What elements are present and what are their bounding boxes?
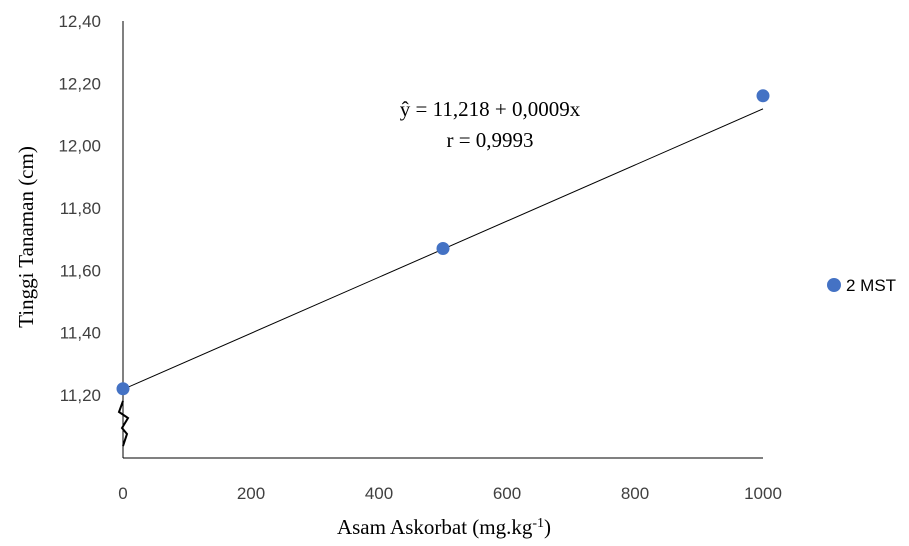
y-tick-label: 12,20 <box>58 74 101 93</box>
data-points <box>116 89 770 396</box>
legend: 2 MST <box>827 276 896 295</box>
x-tick-label: 1000 <box>744 484 782 503</box>
x-tick-label: 400 <box>365 484 393 503</box>
x-tick-labels: 0 200 400 600 800 1000 <box>118 484 782 503</box>
x-tick-label: 0 <box>118 484 127 503</box>
data-point <box>436 242 450 256</box>
axis-break-mark <box>117 400 130 447</box>
y-tick-label: 12,00 <box>58 137 101 156</box>
x-axis-title-main: Asam Askorbat (mg.kg <box>337 515 533 539</box>
y-tick-label: 11,40 <box>60 324 101 343</box>
y-tick-labels: 11,20 11,40 11,60 11,80 12,00 12,20 12,40 <box>58 12 101 405</box>
x-tick-label: 600 <box>493 484 521 503</box>
y-tick-label: 11,20 <box>60 386 101 405</box>
regression-equation: ŷ = 11,218 + 0,0009x <box>400 97 581 121</box>
data-point <box>116 382 130 396</box>
legend-label: 2 MST <box>846 276 896 295</box>
y-tick-label: 12,40 <box>58 12 101 31</box>
x-tick-label: 800 <box>621 484 649 503</box>
x-axis-title-suffix: ) <box>544 515 551 539</box>
x-axis-title-superscript: -1 <box>532 516 544 531</box>
y-tick-label: 11,60 <box>60 261 101 280</box>
y-axis-title: Tinggi Tanaman (cm) <box>14 146 38 328</box>
data-point <box>756 89 770 103</box>
correlation-coefficient: r = 0,9993 <box>446 128 533 152</box>
legend-marker <box>827 278 841 292</box>
x-axis-title: Asam Askorbat (mg.kg-1) <box>337 515 551 539</box>
y-tick-label: 11,80 <box>60 199 101 218</box>
x-tick-label: 200 <box>237 484 265 503</box>
